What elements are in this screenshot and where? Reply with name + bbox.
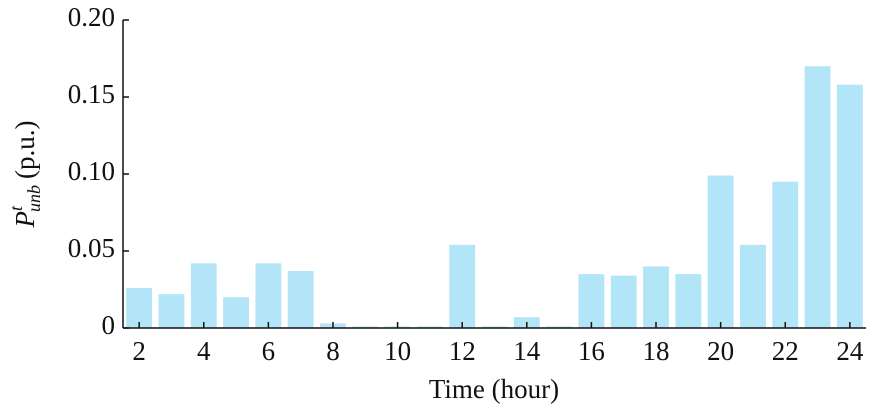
y-label-symbol: P [10,211,40,229]
x-axis-label: Time (hour) [429,374,559,404]
bar [255,263,282,328]
bar [772,181,799,328]
x-tick-label: 20 [707,336,734,366]
bar [546,326,573,328]
bar [578,274,605,328]
bar [610,275,637,328]
x-tick-label: 14 [513,336,541,366]
bar [675,274,702,328]
y-label-sub: unb [24,185,44,212]
x-tick-label: 4 [197,336,211,366]
x-tick-label: 8 [326,336,340,366]
y-tick-label: 0.15 [68,79,115,109]
bar [190,263,217,328]
x-tick-label: 22 [772,336,799,366]
x-tick-label: 10 [384,336,411,366]
bar [287,271,314,328]
x-tick-label: 24 [836,336,864,366]
bar [740,244,766,328]
x-tick-label: 2 [132,336,146,366]
x-tick-label: 12 [449,336,476,366]
bar [707,175,734,328]
y-axis-label: Ptunb (p.u.) [6,121,44,229]
x-tick-label: 16 [578,336,605,366]
bar [416,326,443,328]
y-tick-label: 0.10 [68,156,115,186]
bar [804,66,831,328]
bar [158,294,185,328]
bar [836,84,863,329]
x-tick-label: 18 [643,336,670,366]
bar [352,326,379,328]
bar [449,244,476,328]
bar [126,287,153,328]
bar [643,266,669,328]
y-tick-label: 0 [102,310,116,340]
bar [481,326,508,328]
y-label-unit: (p.u.) [10,121,40,179]
y-tick-label: 0.20 [68,2,115,32]
y-tick-label: 0.05 [68,233,115,263]
y-label-sup: t [6,205,26,211]
bar [223,297,249,328]
x-tick-label: 6 [262,336,276,366]
